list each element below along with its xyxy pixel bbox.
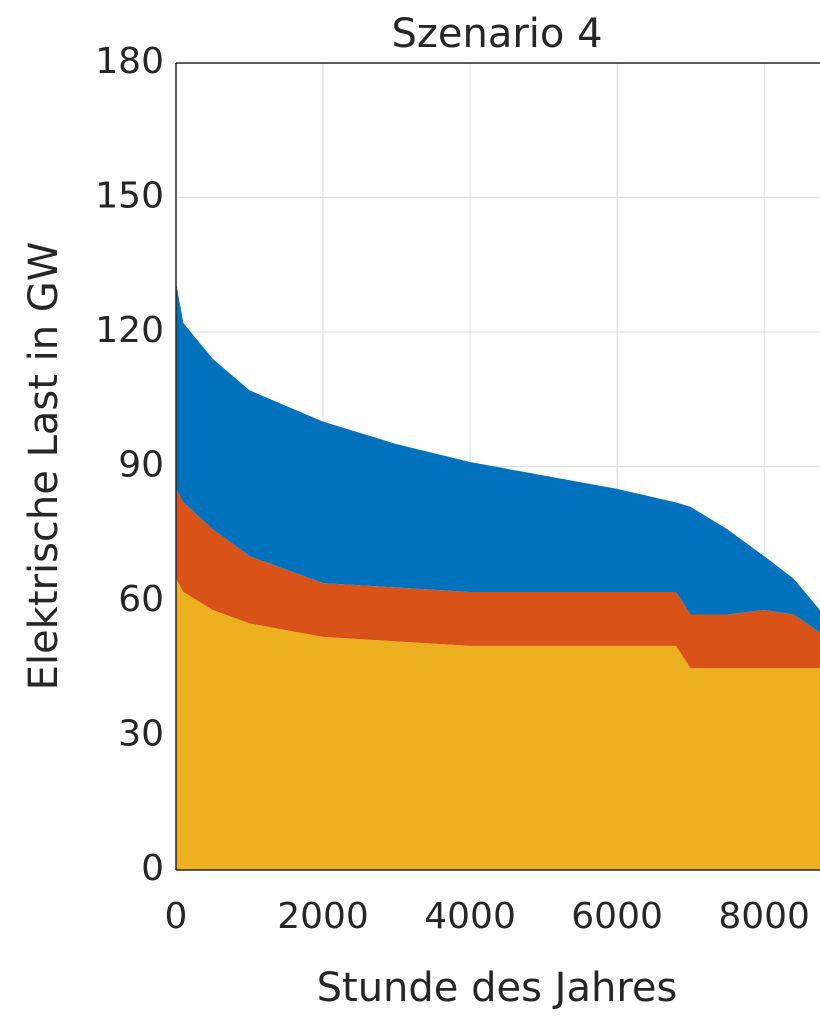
y-tick-label: 0 [141,848,164,889]
x-tick-label: 4000 [424,896,516,937]
area [176,488,820,669]
y-tick-label: 120 [95,310,164,351]
x-axis-label: Stunde des Jahres [317,965,678,1011]
area [176,282,820,633]
y-axis-label: Elektrische Last in GW [21,242,67,691]
y-tick-label: 90 [118,445,164,486]
x-tick-label: 2000 [277,896,369,937]
x-tick-label: 0 [165,896,188,937]
chart-title: Szenario 4 [391,11,602,57]
y-tick-label: 60 [118,579,164,620]
y-tick-label: 150 [95,176,164,217]
area [176,578,820,870]
x-tick-label: 8000 [718,896,810,937]
y-tick-label: 30 [118,714,164,755]
x-tick-label: 6000 [571,896,663,937]
y-tick-label: 180 [95,41,164,82]
